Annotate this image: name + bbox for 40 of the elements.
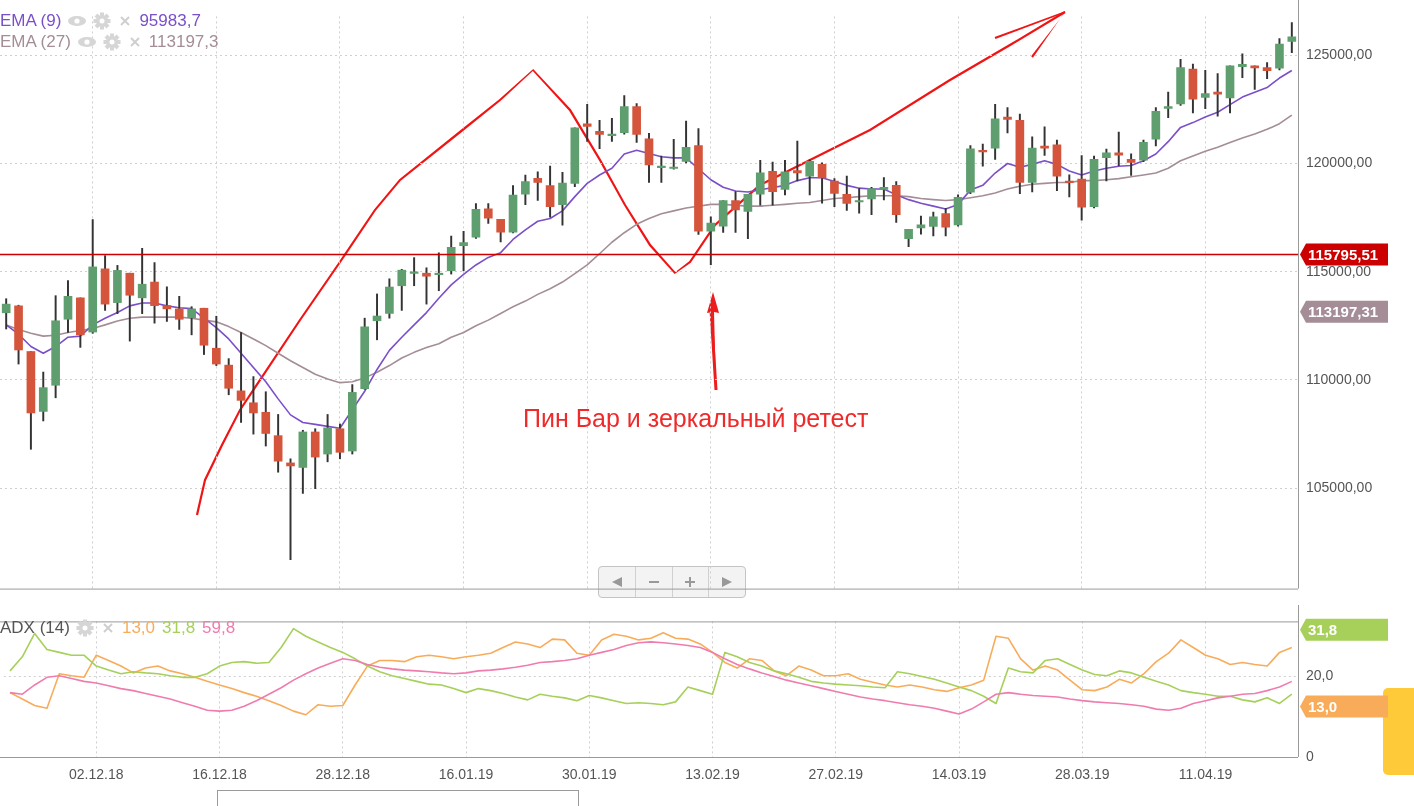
y-tick-label: 20,0 — [1306, 667, 1334, 684]
x-tick-label: 14.03.19 — [931, 766, 987, 783]
text: EMA (9) — [0, 10, 62, 31]
x-tick-label: 02.12.18 — [69, 766, 124, 783]
candlestick — [1213, 73, 1222, 117]
annotation: 113197,3 — [148, 31, 219, 52]
text: 59,8 — [202, 617, 236, 638]
x-tick-label: 11.04.19 — [1178, 766, 1233, 783]
x-tick-label: 28.03.19 — [1055, 766, 1110, 783]
x-tick-label: 16.12.18 — [192, 766, 247, 783]
candlestick — [793, 140, 802, 182]
candlestick — [657, 155, 666, 183]
x-tick-label: 13.02.19 — [685, 766, 741, 783]
text: 31,8 — [162, 617, 196, 638]
candlestick — [1238, 53, 1247, 78]
candlestick — [1163, 91, 1173, 118]
x-tick-label: 16.01.19 — [438, 766, 494, 783]
candlestick — [459, 231, 468, 272]
y-tick-label: 110000,00 — [1306, 370, 1372, 387]
chart-title: ADX (14) — [0, 617, 70, 638]
ref-line-label: 115795,51 — [1308, 245, 1379, 263]
x-tick-label: 28.12.18 — [315, 766, 371, 783]
text: 113197,31 — [1308, 302, 1379, 320]
candlestick — [669, 138, 679, 170]
y-tick-label: 115000,00 — [1306, 262, 1372, 279]
candlestick — [582, 104, 592, 142]
x-tick-label: 30.01.19 — [562, 766, 617, 783]
y-tick-label: 125000,00 — [1306, 46, 1373, 63]
candlestick — [236, 332, 246, 423]
candlestick — [162, 286, 172, 322]
series-label: 13,0 — [121, 617, 156, 638]
text: 13,0 — [1308, 697, 1338, 715]
annotation: 95983,7 — [139, 10, 201, 31]
text: 31,8 — [1308, 620, 1338, 638]
annotation: Пин Бар и зеркальный ретест — [523, 403, 869, 432]
x-tick-label: 27.02.19 — [808, 766, 864, 783]
text: EMA (27) — [0, 31, 71, 52]
y-tick-label: 105000,00 — [1306, 478, 1373, 495]
y-tick-label: 0 — [1306, 747, 1314, 764]
y-tick-label: 120000,00 — [1306, 154, 1373, 171]
